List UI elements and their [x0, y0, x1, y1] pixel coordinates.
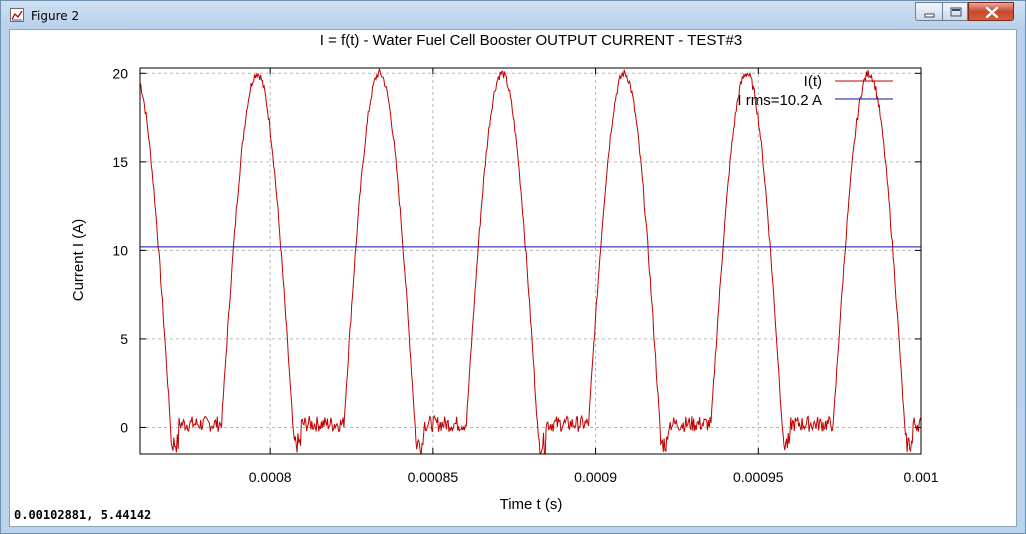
legend: I(t) I rms=10.2 A	[737, 73, 893, 109]
grid	[140, 68, 922, 454]
series-current-line	[139, 67, 922, 455]
y-tick-label: 15	[112, 154, 128, 170]
x-tick-label: 0.0008	[249, 469, 292, 485]
legend-label-rms: I rms=10.2 A	[737, 92, 822, 109]
y-axis-label: Current I (A)	[70, 219, 87, 302]
maximize-button[interactable]	[942, 2, 968, 21]
x-tick-label: 0.001	[903, 469, 938, 485]
y-tick-label: 0	[120, 419, 128, 435]
data-layer	[139, 67, 922, 455]
minimize-icon	[924, 13, 935, 18]
y-tick-label: 20	[112, 65, 128, 81]
x-axis-label: Time t (s)	[500, 496, 563, 513]
close-button[interactable]	[968, 2, 1014, 21]
figure-icon	[10, 8, 24, 22]
plot-frame	[139, 67, 922, 455]
x-tick-label: 0.0009	[574, 469, 617, 485]
y-tick-label: 5	[120, 331, 128, 347]
x-tick-label: 0.00095	[733, 469, 784, 485]
title-bar[interactable]: Figure 2	[1, 1, 1025, 29]
legend-label-signal: I(t)	[804, 73, 822, 90]
chart-title: I = f(t) - Water Fuel Cell Booster OUTPU…	[320, 32, 742, 49]
coordinate-readout: 0.00102881, 5.44142	[14, 508, 152, 522]
x-tick-label: 0.00085	[408, 469, 459, 485]
window-title: Figure 2	[31, 9, 80, 23]
maximize-icon	[950, 7, 962, 17]
close-icon	[985, 6, 999, 19]
y-tick-label: 10	[112, 242, 128, 258]
minimize-button[interactable]	[915, 2, 942, 21]
ticks: 0.0008 0.00085 0.0009 0.00095 0.001 0 5 10 15 20	[112, 65, 938, 485]
